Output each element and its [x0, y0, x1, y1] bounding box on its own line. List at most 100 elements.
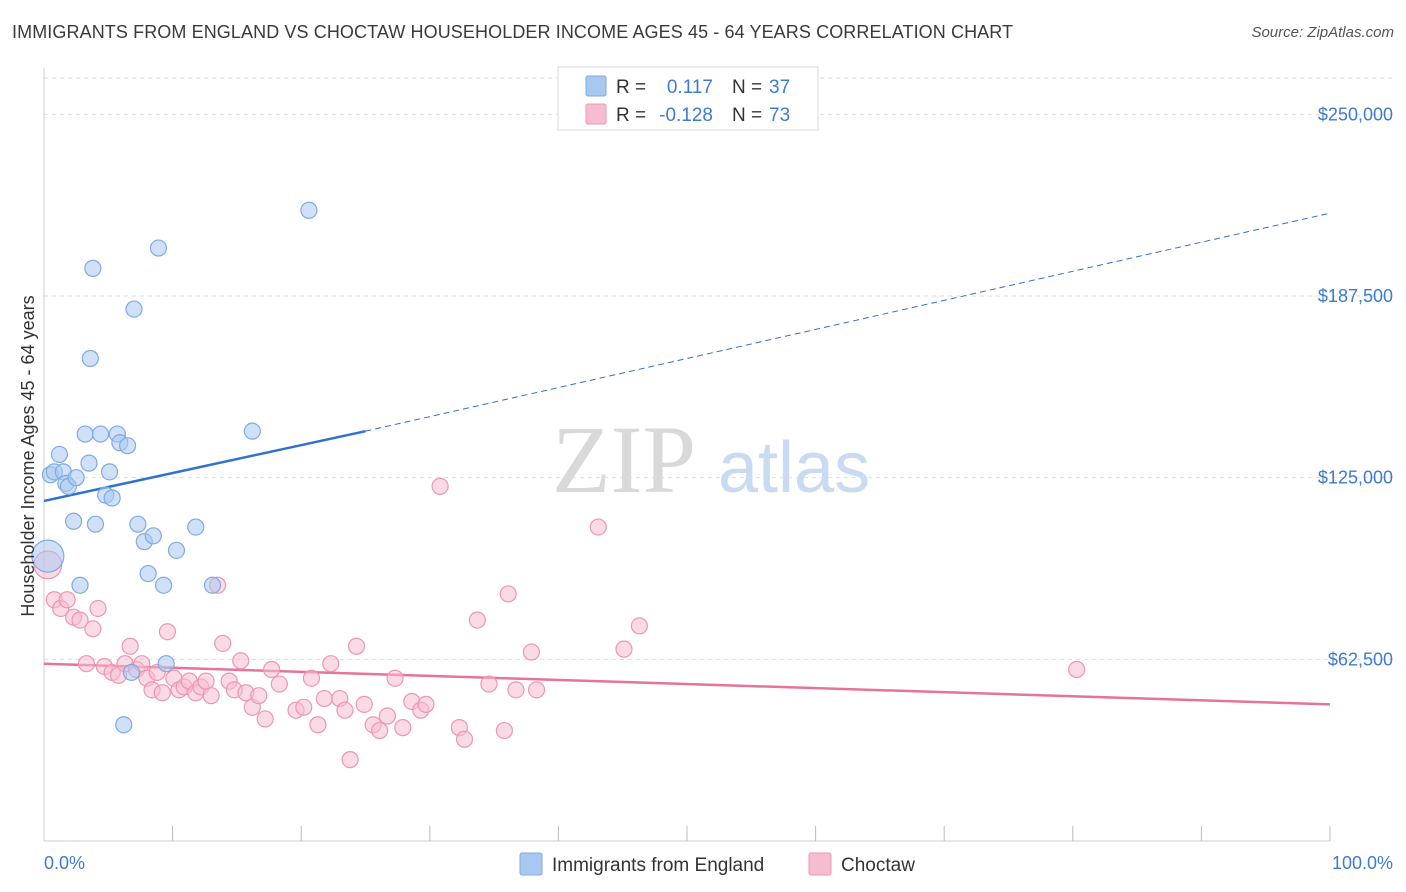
legend-n-label-1: N =	[732, 77, 762, 98]
gridlines	[44, 77, 1394, 660]
point-england	[100, 463, 119, 481]
point-choctaw	[527, 681, 546, 699]
point-choctaw	[270, 675, 288, 693]
axes	[43, 68, 1331, 842]
point-choctaw	[315, 689, 333, 708]
point-choctaw	[202, 687, 220, 705]
point-choctaw	[197, 672, 215, 690]
point-choctaw	[322, 655, 340, 673]
point-england	[154, 576, 173, 594]
point-choctaw	[77, 655, 96, 673]
point-choctaw	[480, 675, 498, 693]
y-axis-title: Householder Income Ages 45 - 64 years	[18, 295, 38, 616]
point-choctaw	[495, 721, 513, 740]
point-choctaw	[386, 669, 404, 687]
point-choctaw	[355, 695, 373, 713]
legend-n-value-1: 37	[769, 77, 790, 98]
point-choctaw	[499, 585, 517, 603]
y-tick-label: $187,500	[1318, 286, 1393, 306]
point-choctaw	[347, 637, 366, 655]
legend-r-value-1: 0.117	[667, 77, 713, 98]
point-choctaw	[589, 518, 607, 536]
point-choctaw	[336, 701, 354, 719]
bottom-legend-choctaw: Choctaw	[841, 855, 915, 876]
point-choctaw	[121, 637, 139, 655]
point-choctaw	[309, 716, 327, 734]
point-choctaw	[371, 721, 389, 740]
point-choctaw	[295, 698, 313, 716]
point-choctaw	[468, 611, 486, 629]
legend-r-label-1: R =	[616, 77, 646, 98]
watermark-zip: ZIP	[552, 406, 696, 513]
watermark-atlas: atlas	[718, 428, 870, 508]
point-choctaw	[214, 634, 232, 652]
point-england	[76, 425, 94, 443]
point-choctaw	[455, 730, 474, 748]
point-choctaw	[394, 719, 412, 737]
point-england	[86, 515, 105, 533]
bottom-legend-swatch-choctaw	[808, 852, 832, 876]
legend-n-value-2: 73	[769, 105, 790, 126]
legend-swatch-england	[585, 75, 607, 97]
point-choctaw	[153, 684, 171, 702]
point-choctaw	[522, 643, 540, 661]
point-choctaw	[256, 710, 274, 728]
point-england	[115, 716, 133, 734]
point-england	[67, 469, 85, 487]
point-england	[129, 515, 147, 533]
point-england	[50, 445, 69, 464]
point-choctaw	[84, 620, 102, 638]
legend-swatch-choctaw	[585, 103, 607, 125]
point-choctaw	[232, 652, 250, 670]
x-tick-label-end: 100.0%	[1332, 853, 1393, 873]
point-england	[80, 454, 98, 472]
y-tick-label: $250,000	[1318, 104, 1393, 124]
point-england	[122, 663, 141, 682]
point-england	[139, 564, 157, 583]
point-choctaw	[250, 687, 268, 705]
point-choctaw	[341, 751, 359, 769]
point-england	[103, 489, 121, 507]
point-choctaw	[507, 681, 525, 699]
legend: R = 0.117 N = 37 R = -0.128 N = 73	[557, 66, 819, 131]
point-england	[84, 259, 102, 277]
point-england	[243, 422, 261, 440]
point-england	[64, 512, 83, 530]
chart-title: IMMIGRANTS FROM ENGLAND VS CHOCTAW HOUSE…	[12, 22, 1014, 42]
point-england	[125, 300, 143, 318]
trend-line-england-extrapolated	[365, 212, 1331, 432]
point-england	[31, 539, 65, 573]
bottom-legend-england: Immigrants from England	[552, 855, 764, 876]
point-england	[118, 437, 137, 455]
point-england	[144, 527, 162, 545]
point-england	[149, 239, 168, 257]
point-choctaw	[378, 707, 396, 725]
tick-labels: $62,500 $125,000 $187,500 $250,000 0.0% 100.0…	[44, 104, 1393, 873]
legend-r-value-2: -0.128	[659, 105, 713, 126]
x-tick-label-start: 0.0%	[44, 853, 85, 873]
point-choctaw	[1068, 660, 1086, 679]
point-england	[71, 576, 89, 594]
y-tick-label: $125,000	[1318, 468, 1393, 488]
point-england	[187, 518, 205, 536]
point-england	[167, 541, 186, 559]
source-label: Source: ZipAtlas.com	[1251, 24, 1394, 41]
point-choctaw	[89, 599, 107, 618]
point-choctaw	[263, 660, 281, 679]
trend-line-choctaw	[43, 662, 1331, 706]
point-choctaw	[302, 669, 321, 687]
point-choctaw	[158, 623, 177, 641]
point-choctaw	[615, 640, 633, 658]
trend-line-england	[43, 429, 366, 503]
legend-r-label-2: R =	[616, 105, 646, 126]
point-choctaw	[431, 477, 449, 495]
trend-lines	[43, 212, 1331, 706]
point-choctaw	[630, 617, 649, 635]
point-england	[91, 425, 110, 443]
data-points	[31, 201, 1086, 769]
y-tick-label: $62,500	[1328, 649, 1393, 669]
legend-n-label-2: N =	[732, 105, 762, 126]
point-england	[203, 576, 222, 594]
point-england	[157, 655, 175, 673]
